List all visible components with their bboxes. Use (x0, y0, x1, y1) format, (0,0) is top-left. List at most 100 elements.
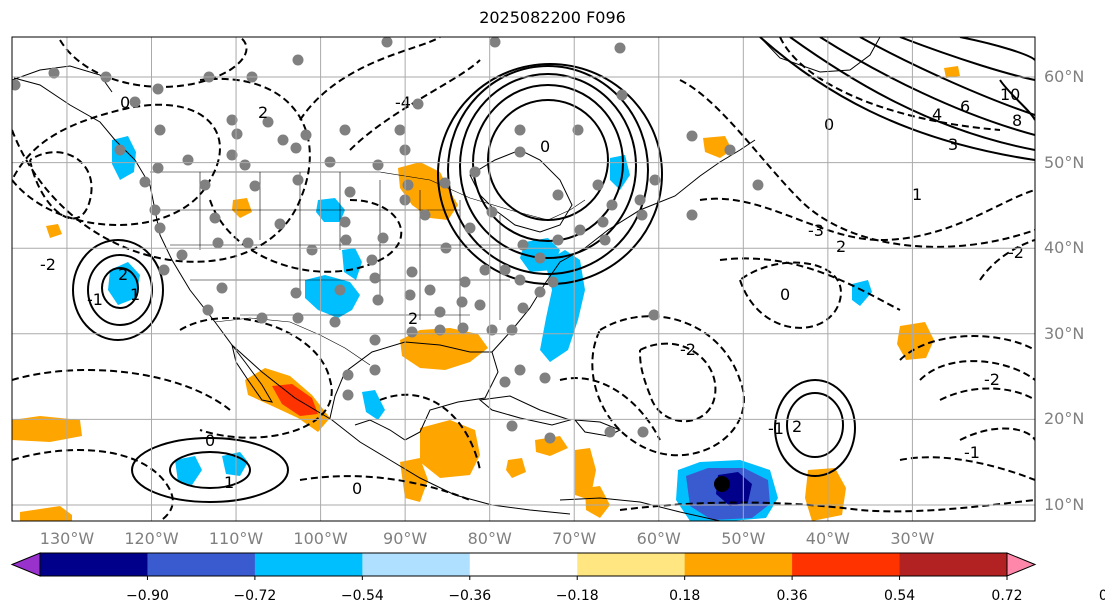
shade-positive (585, 486, 610, 518)
longitude-label: 30°W (890, 529, 935, 548)
contour-labels: 0 2 -2 -1 1 4 6 8 10 3 -3 -4 0 2 -2 1 -1… (40, 85, 1024, 498)
contour-label: 0 (205, 431, 215, 450)
contour-label: 2 (408, 309, 418, 328)
map-frame (11, 36, 1036, 522)
shade-negative (342, 248, 362, 280)
longitude-label: 80°W (467, 529, 512, 548)
dashed-contours (12, 37, 1035, 521)
shade-positive-strong (272, 384, 318, 416)
shade-positive (506, 458, 526, 478)
colorbar-segment (792, 553, 901, 576)
colorbar-segment (254, 553, 363, 576)
map-title: 2025082200 F096 (479, 8, 626, 27)
shade-negative (852, 280, 872, 306)
colorbar-tick-label: −0.18 (555, 588, 599, 604)
contour-label: 10 (1000, 85, 1020, 104)
colorbar-segment (899, 553, 1008, 576)
shade-positive (46, 224, 62, 238)
colorbar-segment (147, 553, 256, 576)
contour-label: 1 (224, 473, 234, 492)
colorbar-extend-high (1006, 552, 1037, 577)
colorbar-tick-label: −0.72 (233, 588, 277, 604)
longitude-label: 90°W (383, 529, 428, 548)
longitude-label: 130°W (39, 529, 95, 548)
states-grid-2 (160, 209, 510, 316)
colorbar-segment (362, 553, 471, 576)
shade-positive (805, 468, 846, 521)
shade-negative (305, 275, 360, 318)
shade-positive (20, 506, 72, 521)
longitude-label: 60°W (636, 529, 681, 548)
shade-positive (12, 416, 82, 442)
shade-positive (400, 458, 428, 502)
latitude-label: 60°N (1044, 67, 1085, 86)
colorbar (10, 552, 1037, 580)
colorbar-tick-label: −0.36 (448, 588, 492, 604)
station-dots (12, 37, 764, 444)
shade-positive (575, 448, 596, 500)
coastline-atlantic (491, 139, 756, 353)
longitude-label: 50°W (721, 529, 766, 548)
latitude-label: 40°N (1044, 238, 1085, 258)
contour-label: 1 (130, 285, 140, 304)
colorbar-tick-label: −0.54 (340, 588, 384, 604)
contour-label: -1 (964, 443, 980, 462)
colorbar-tick-label: 0.54 (883, 588, 916, 604)
us-canada-border (150, 171, 586, 221)
latitude-label: 30°N (1044, 323, 1085, 343)
contour-label: 2 (836, 237, 846, 256)
colorbar-tick-label: 0.90 (1098, 588, 1105, 604)
latitude-label: 10°N (1044, 495, 1085, 514)
colorbar-segment (469, 553, 578, 576)
colorbar-tick-label: 0.36 (776, 588, 808, 604)
longitude-label: 70°W (552, 529, 597, 548)
coastline-gulf (329, 341, 499, 441)
contour-label: 0 (824, 115, 834, 134)
shade-positive (232, 198, 252, 218)
contour-label: -1 (768, 419, 784, 438)
contour-label: 0 (352, 479, 362, 498)
contour-label: -2 (984, 370, 1000, 389)
colorbar-tick-label: 0.72 (991, 588, 1023, 604)
contour-label: 1 (912, 185, 922, 204)
shade-positive (400, 328, 488, 370)
shade-negative (362, 390, 385, 420)
coastline-cuba (478, 395, 572, 426)
colorbar-segment (684, 553, 793, 576)
colorbar-tick-label: −0.90 (125, 588, 169, 604)
contour-label: 0 (540, 137, 550, 156)
shade-negative (610, 155, 630, 190)
contour-label: 2 (792, 417, 802, 436)
contour-label: -4 (395, 93, 411, 112)
contour-label: 4 (932, 105, 942, 124)
contour-label: 0 (120, 93, 130, 112)
colorbar-tick-label: 0.18 (669, 588, 701, 604)
contour-label: -2 (40, 255, 56, 274)
shade-positive (535, 436, 568, 456)
colorbar-segment (577, 553, 686, 576)
coastline-greenland (759, 37, 881, 73)
gridlines (12, 37, 1035, 521)
contour-label: -2 (680, 340, 696, 359)
longitude-label: 120°W (124, 529, 179, 548)
black-marker (714, 476, 730, 492)
shade-positive (944, 66, 960, 78)
coastline-baja (231, 344, 273, 403)
contour-label: 6 (960, 97, 970, 116)
contour-label: 8 (1012, 111, 1022, 130)
contour-label: 2 (118, 265, 128, 284)
latitude-label: 50°N (1044, 152, 1085, 172)
contour-label: -1 (87, 290, 103, 309)
contour-label: 3 (948, 135, 958, 154)
longitude-label: 100°W (293, 529, 348, 548)
latitude-label: 20°N (1044, 409, 1085, 429)
coastline-south-america (559, 497, 721, 521)
shade-positive (897, 322, 934, 360)
contour-label: 2 (258, 103, 268, 122)
solid-contours (72, 37, 1035, 503)
contour-label: -2 (1008, 243, 1024, 262)
shaded-anomaly-regions (12, 66, 960, 521)
longitude-label: 110°W (208, 529, 264, 548)
shade-positive (420, 420, 480, 478)
colorbar-segment (40, 553, 148, 576)
